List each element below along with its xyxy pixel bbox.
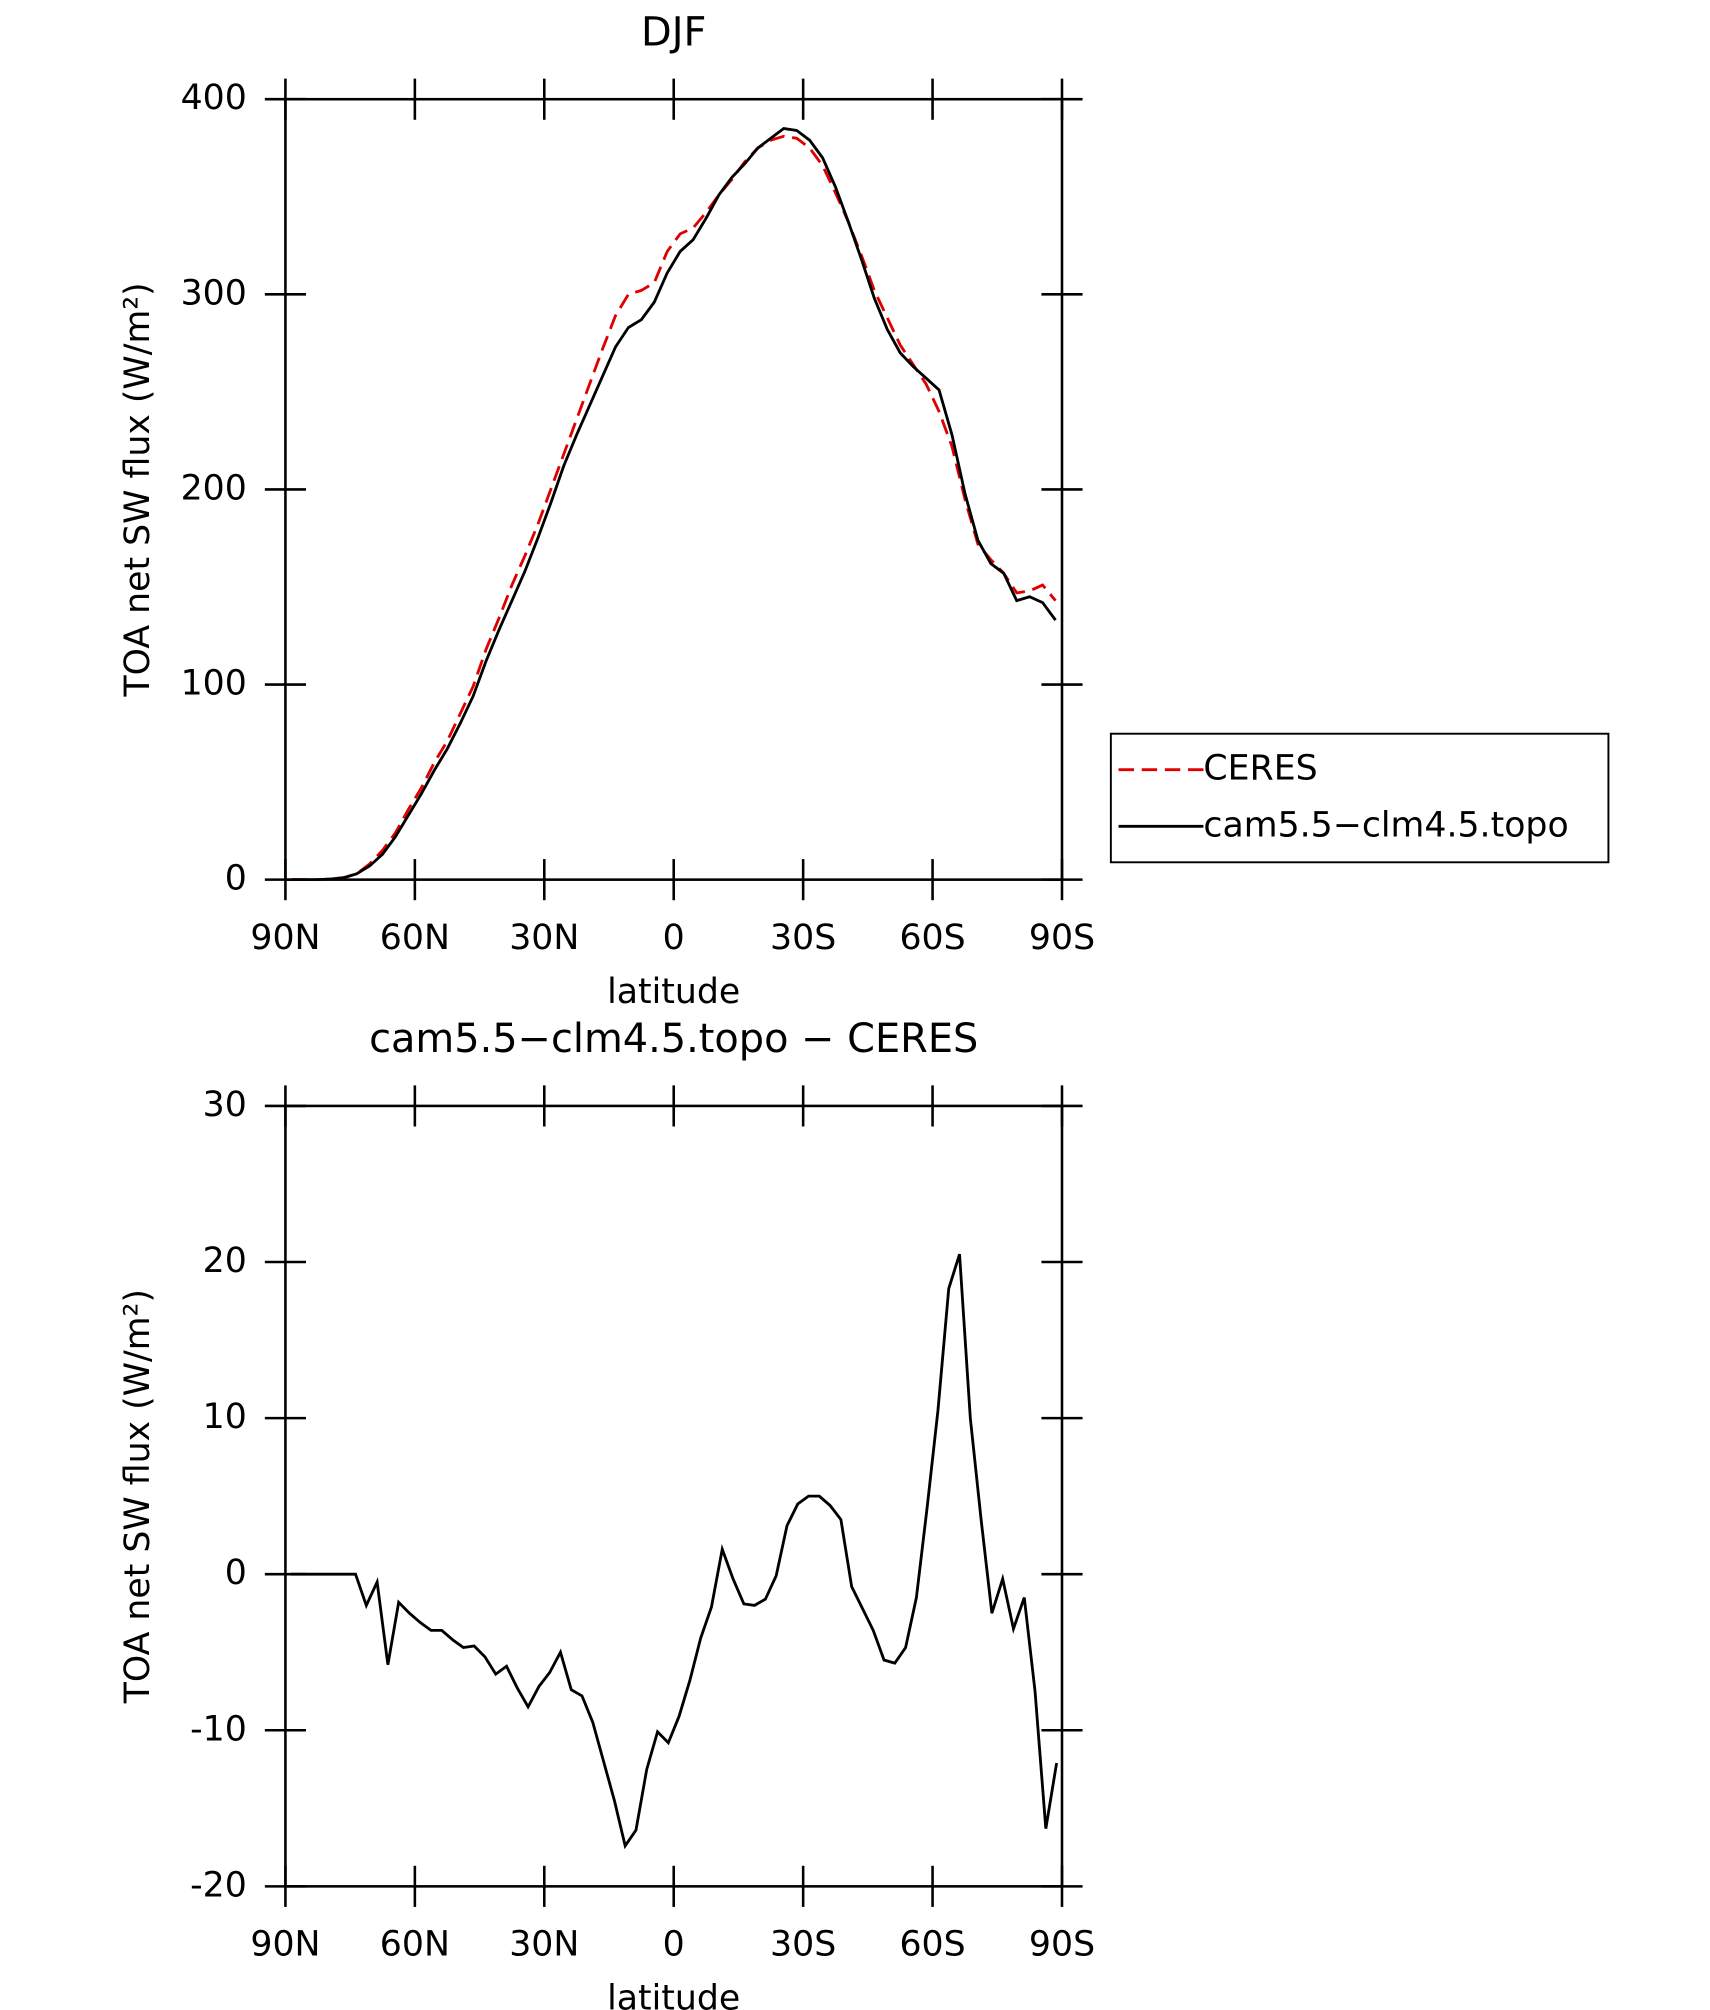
x-tick-label: 60S [899, 918, 965, 958]
y-axis-label: TOA net SW flux (W/m²) [118, 282, 158, 697]
x-axis-label: latitude [607, 1979, 740, 2010]
y-tick-label: 400 [181, 78, 247, 118]
data-line [291, 126, 1057, 882]
x-tick-label: 60N [380, 918, 450, 958]
x-tick-label: 90N [250, 918, 320, 958]
y-tick-label: 300 [181, 273, 247, 313]
y-tick-label: 0 [225, 859, 247, 899]
data-line [290, 1253, 1059, 1850]
x-tick-label: 90S [1029, 918, 1095, 958]
chart-title: DJF [641, 9, 706, 55]
y-tick-label: 200 [181, 468, 247, 508]
legend-label: cam5.5−clm4.5.topo [1203, 805, 1568, 845]
x-tick-label: 0 [663, 1925, 685, 1965]
x-tick-label: 60N [380, 1925, 450, 1965]
x-tick-label: 30S [770, 918, 836, 958]
data-line [291, 134, 1057, 882]
x-tick-label: 90S [1029, 1925, 1095, 1965]
x-tick-label: 30N [509, 1925, 579, 1965]
chart-title: cam5.5−clm4.5.topo − CERES [369, 1016, 978, 1062]
y-tick-label: -10 [190, 1709, 247, 1749]
y-tick-label: 20 [203, 1241, 247, 1281]
y-axis-label: TOA net SW flux (W/m²) [118, 1289, 158, 1704]
y-tick-label: 30 [203, 1085, 247, 1125]
plot-frame [284, 97, 1064, 881]
y-tick-label: -20 [190, 1865, 247, 1905]
y-tick-label: 0 [225, 1553, 247, 1593]
x-tick-label: 60S [899, 1925, 965, 1965]
plot-frame [284, 1104, 1064, 1888]
y-tick-label: 10 [203, 1397, 247, 1437]
x-axis-label: latitude [607, 972, 740, 1012]
legend-label: CERES [1203, 749, 1317, 789]
x-tick-label: 30N [509, 918, 579, 958]
legend-box [1109, 732, 1610, 864]
x-tick-label: 90N [250, 1925, 320, 1965]
x-tick-label: 30S [770, 1925, 836, 1965]
x-tick-label: 0 [663, 918, 685, 958]
y-tick-label: 100 [181, 664, 247, 704]
